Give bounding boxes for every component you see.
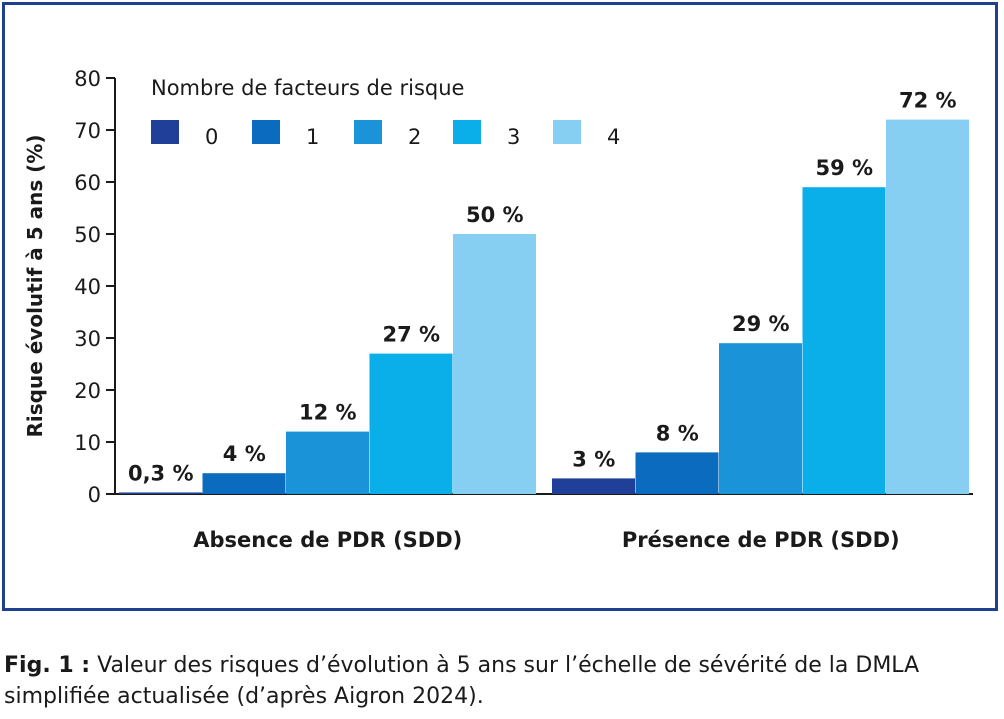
data-label: 50 % xyxy=(466,203,524,227)
legend-swatch xyxy=(252,120,280,144)
y-tick-label: 20 xyxy=(74,379,101,403)
bar xyxy=(886,119,969,494)
y-tick-label: 60 xyxy=(74,171,101,195)
bar xyxy=(369,353,453,494)
data-label: 0,3 % xyxy=(128,461,194,485)
bar xyxy=(552,478,635,494)
data-label: 59 % xyxy=(815,156,873,180)
data-label: 8 % xyxy=(656,421,699,445)
bar xyxy=(119,492,202,494)
data-label: 27 % xyxy=(382,323,440,347)
figure-caption: Fig. 1 : Valeur des risques d’évolution … xyxy=(4,650,1000,712)
bar xyxy=(453,234,536,494)
legend-swatch xyxy=(151,120,179,144)
y-axis-title: Risque évolutif à 5 ans (%) xyxy=(23,134,47,437)
bar xyxy=(286,431,369,494)
legend-label: 3 xyxy=(507,125,520,149)
bar xyxy=(635,452,719,494)
y-tick-label: 0 xyxy=(88,483,101,507)
legend-label: 4 xyxy=(607,125,620,149)
legend-label: 2 xyxy=(408,125,421,149)
legend-label: 0 xyxy=(205,125,218,149)
y-tick-label: 10 xyxy=(74,431,101,455)
data-label: 29 % xyxy=(732,312,790,336)
data-label: 12 % xyxy=(299,401,357,425)
data-label: 72 % xyxy=(899,89,957,113)
legend-title: Nombre de facteurs de risque xyxy=(151,76,464,100)
legend-swatch xyxy=(553,120,581,144)
y-tick-label: 40 xyxy=(74,275,101,299)
caption-text: Valeur des risques d’évolution à 5 ans s… xyxy=(4,653,920,709)
y-tick-label: 30 xyxy=(74,327,101,351)
data-label: 3 % xyxy=(572,447,615,471)
x-category-label: Absence de PDR (SDD) xyxy=(193,528,462,552)
y-tick-label: 70 xyxy=(74,119,101,143)
bar xyxy=(719,343,802,494)
bar xyxy=(802,187,886,494)
bar xyxy=(202,473,286,494)
y-tick-label: 50 xyxy=(74,223,101,247)
legend-label: 1 xyxy=(306,125,319,149)
x-category-label: Présence de PDR (SDD) xyxy=(622,528,900,552)
caption-label: Fig. 1 : xyxy=(4,653,91,678)
figure-frame: 0 10 20 30 40 50 60 70 80 Risque évolutif à 5 ans… xyxy=(2,2,998,611)
y-tick-label: 80 xyxy=(74,67,101,91)
legend-swatch xyxy=(354,120,382,144)
data-label: 4 % xyxy=(223,442,266,466)
legend-swatch xyxy=(453,120,481,144)
